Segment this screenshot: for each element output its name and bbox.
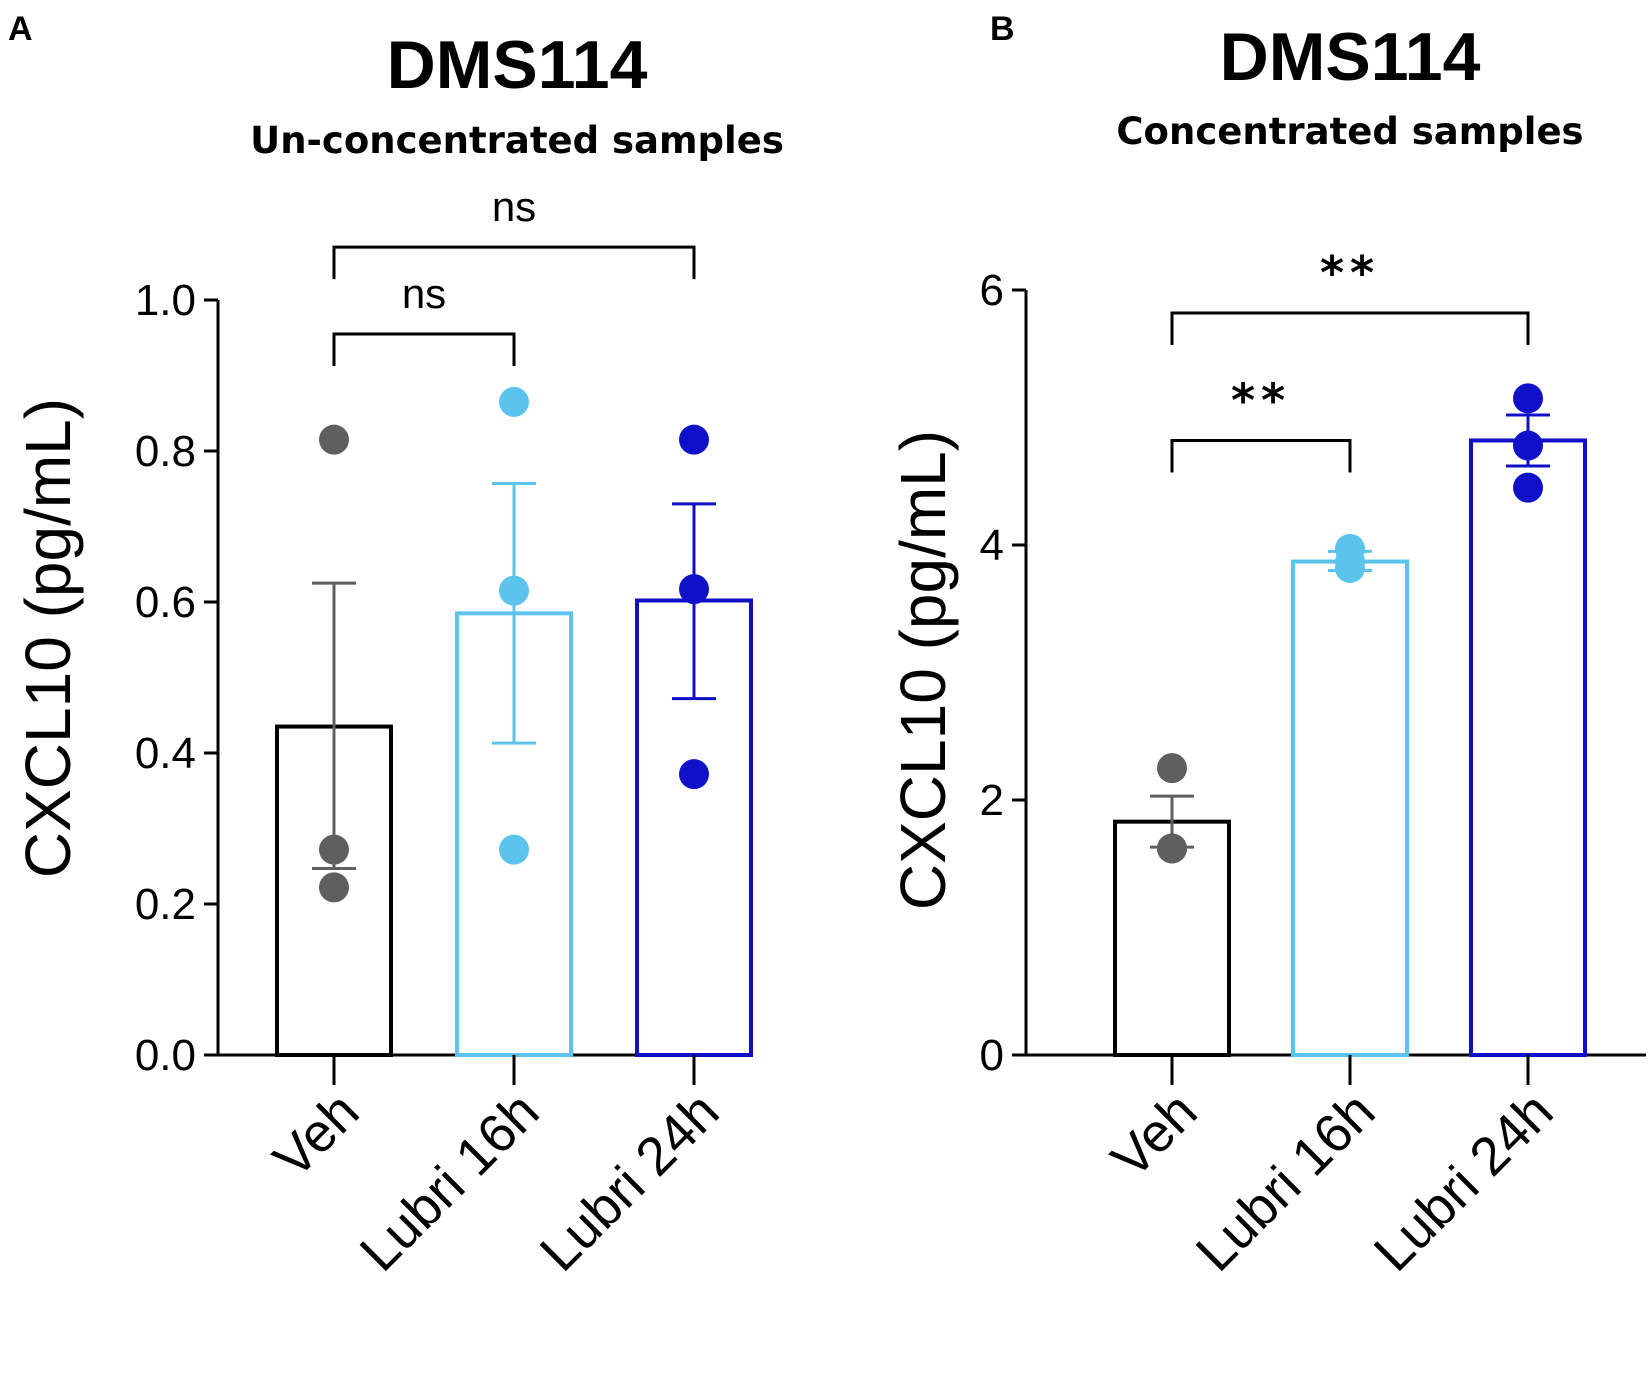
panel-a-significance-label: ns bbox=[402, 270, 446, 317]
panel-a-y-tick-label: 0.8 bbox=[135, 427, 196, 476]
panel-b-subtitle: Concentrated samples bbox=[1116, 110, 1583, 153]
panel-a-letter: A bbox=[8, 10, 33, 48]
panel-b-data-point bbox=[1513, 383, 1543, 414]
panel-a-subtitle: Un-concentrated samples bbox=[250, 119, 784, 162]
panel-a-y-tick-label: 0.2 bbox=[135, 880, 196, 929]
panel-b-y-tick-label: 2 bbox=[980, 776, 1004, 825]
panel-a-data-point bbox=[319, 872, 349, 903]
panel-b-y-tick-label: 4 bbox=[980, 521, 1004, 570]
panel-a-data-point bbox=[499, 834, 529, 865]
panel-a-data-point bbox=[679, 424, 709, 455]
panel-b-significance-label: ** bbox=[1231, 373, 1291, 427]
panel-b-letter: B bbox=[990, 10, 1015, 48]
panel-b-y-tick-label: 6 bbox=[980, 266, 1004, 315]
panel-b-category-label: Lubri 16h bbox=[1185, 1081, 1387, 1283]
panel-b-y-tick-label: 0 bbox=[980, 1031, 1004, 1080]
panel-b-significance-label: ** bbox=[1320, 246, 1380, 300]
panel-b-category-label: Lubri 24h bbox=[1363, 1081, 1565, 1283]
panel-a-significance-label: ns bbox=[492, 183, 536, 230]
panel-a-y-tick-label: 0.4 bbox=[135, 729, 196, 778]
panel-b-significance-bracket bbox=[1170, 311, 1530, 345]
panel-b-data-point bbox=[1513, 472, 1543, 503]
panel-a-category-label: Lubri 16h bbox=[349, 1081, 551, 1283]
panel-b-title: DMS114 bbox=[1220, 19, 1481, 95]
panel-a-significance-bracket bbox=[332, 245, 696, 280]
panel-b-significance-bracket bbox=[1170, 438, 1352, 473]
panel-a-significance-bracket bbox=[332, 332, 516, 366]
panel-a-data-point bbox=[679, 759, 709, 790]
panel-b-ylabel: CXCL10 (pg/mL) bbox=[887, 430, 959, 910]
panel-a-y-tick-label: 1.0 bbox=[135, 276, 196, 325]
panel-b-category-label: Veh bbox=[1100, 1081, 1208, 1189]
panel-a-category-label: Veh bbox=[262, 1081, 370, 1189]
panel-b-data-point bbox=[1157, 753, 1187, 784]
panel-a-ylabel: CXCL10 (pg/mL) bbox=[12, 398, 84, 878]
panel-a-y-tick-label: 0.0 bbox=[135, 1031, 196, 1080]
panel-b-bar bbox=[1469, 438, 1587, 1057]
panel-a-title: DMS114 bbox=[387, 27, 648, 103]
panel-a-data-point bbox=[499, 386, 529, 417]
panel-b-bar bbox=[1291, 559, 1409, 1057]
panel-a-data-point bbox=[319, 424, 349, 455]
panel-a-y-tick-label: 0.6 bbox=[135, 578, 196, 627]
panel-a-category-label: Lubri 24h bbox=[529, 1081, 731, 1283]
